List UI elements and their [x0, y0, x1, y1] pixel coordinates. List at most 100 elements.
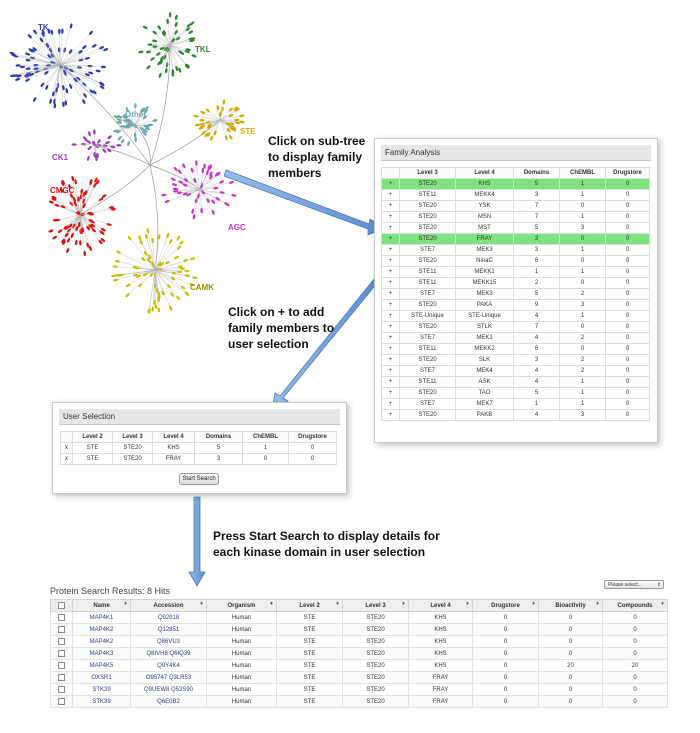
kinase-leaf[interactable] — [86, 155, 90, 162]
kinase-leaf[interactable] — [106, 223, 112, 227]
kinase-leaf[interactable] — [71, 176, 75, 182]
kinase-leaf[interactable] — [25, 78, 31, 83]
kinase-leaf[interactable] — [205, 108, 210, 113]
kinase-leaf[interactable] — [224, 135, 228, 141]
kinase-leaf[interactable] — [93, 182, 98, 188]
kinase-leaf[interactable] — [143, 124, 149, 128]
kinase-leaf[interactable] — [105, 141, 111, 145]
kinase-leaf[interactable] — [92, 90, 97, 95]
kinase-leaf[interactable] — [97, 139, 102, 145]
add-to-selection-button[interactable]: + — [381, 222, 400, 234]
kinase-leaf[interactable] — [182, 163, 186, 169]
add-to-selection-button[interactable]: + — [381, 178, 400, 190]
kinase-leaf[interactable] — [93, 129, 96, 135]
kinase-leaf[interactable] — [91, 228, 96, 233]
kinase-leaf[interactable] — [157, 25, 162, 31]
kinase-leaf[interactable] — [47, 28, 51, 34]
kinase-leaf[interactable] — [206, 198, 211, 204]
kinase-leaf[interactable] — [147, 43, 153, 46]
subtree-other[interactable] — [113, 103, 158, 147]
kinase-leaf[interactable] — [75, 211, 81, 216]
kinase-leaf[interactable] — [234, 118, 240, 122]
kinase-leaf[interactable] — [211, 199, 216, 205]
kinase-leaf[interactable] — [87, 145, 92, 150]
kinase-leaf[interactable] — [57, 229, 63, 234]
kinase-leaf[interactable] — [52, 218, 59, 222]
kinase-leaf[interactable] — [184, 63, 190, 69]
kinase-leaf[interactable] — [201, 130, 206, 136]
kinase-leaf[interactable] — [82, 99, 87, 105]
add-to-selection-button[interactable]: + — [381, 332, 400, 344]
subtree-ck1[interactable] — [71, 129, 122, 162]
kinase-leaf[interactable] — [82, 203, 86, 209]
kinase-leaf[interactable] — [39, 37, 44, 43]
kinase-leaf[interactable] — [84, 73, 91, 77]
kinase-leaf[interactable] — [44, 70, 50, 75]
kinase-leaf[interactable] — [114, 259, 121, 263]
kinase-leaf[interactable] — [79, 240, 82, 246]
kinase-leaf[interactable] — [125, 107, 129, 113]
add-to-selection-button[interactable]: + — [381, 398, 400, 410]
remove-selection-button[interactable]: x — [60, 442, 73, 454]
kinase-leaf[interactable] — [62, 85, 65, 91]
accession-link[interactable]: Q9Y4K4 — [130, 659, 207, 672]
kinase-leaf[interactable] — [102, 148, 107, 153]
kinase-leaf[interactable] — [125, 124, 131, 127]
kinase-leaf[interactable] — [139, 239, 143, 245]
kinase-leaf[interactable] — [186, 23, 191, 28]
kinase-leaf[interactable] — [149, 272, 154, 278]
kinase-leaf[interactable] — [183, 178, 189, 183]
kinase-leaf[interactable] — [90, 223, 96, 228]
kinase-leaf[interactable] — [153, 299, 156, 305]
kinase-leaf[interactable] — [171, 69, 175, 75]
kinase-leaf[interactable] — [123, 113, 128, 119]
results-header-cell[interactable]: Accession ♦ — [130, 599, 207, 612]
kinase-leaf[interactable] — [51, 197, 57, 201]
kinase-leaf[interactable] — [142, 25, 148, 30]
kinase-leaf[interactable] — [47, 54, 52, 59]
kinase-leaf[interactable] — [127, 235, 132, 241]
kinase-leaf[interactable] — [141, 130, 147, 135]
kinase-leaf[interactable] — [78, 49, 84, 54]
protein-name-link[interactable]: MAP4K2 — [72, 623, 131, 636]
kinase-leaf[interactable] — [177, 191, 183, 195]
kinase-leaf[interactable] — [19, 65, 26, 69]
kinase-leaf[interactable] — [116, 144, 122, 147]
kinase-leaf[interactable] — [222, 99, 226, 105]
kinase-leaf[interactable] — [81, 227, 84, 233]
kinase-leaf[interactable] — [155, 52, 161, 57]
kinase-leaf[interactable] — [75, 226, 79, 232]
kinase-leaf[interactable] — [191, 208, 195, 215]
kinase-leaf[interactable] — [99, 85, 105, 90]
add-to-selection-button[interactable]: + — [381, 343, 400, 355]
kinase-leaf[interactable] — [211, 209, 215, 215]
kinase-leaf[interactable] — [69, 23, 73, 29]
kinase-leaf[interactable] — [173, 190, 179, 193]
kinase-leaf[interactable] — [142, 272, 148, 277]
add-to-selection-button[interactable]: + — [381, 277, 400, 289]
row-checkbox[interactable] — [58, 613, 65, 621]
kinase-leaf[interactable] — [147, 308, 151, 314]
kinase-leaf[interactable] — [231, 194, 237, 197]
kinase-leaf[interactable] — [239, 120, 245, 124]
kinase-leaf[interactable] — [53, 103, 57, 109]
add-to-selection-button[interactable]: + — [381, 310, 400, 322]
kinase-leaf[interactable] — [176, 295, 181, 301]
kinase-leaf[interactable] — [83, 250, 86, 257]
protein-name-link[interactable]: STK39 — [72, 683, 131, 696]
results-header-cell[interactable]: Drugstore ♦ — [472, 599, 539, 612]
kinase-leaf[interactable] — [69, 201, 74, 206]
results-header-cell[interactable]: Name ♦ — [72, 599, 131, 612]
kinase-leaf[interactable] — [170, 292, 175, 298]
kinase-leaf[interactable] — [65, 88, 69, 94]
kinase-leaf[interactable] — [61, 240, 66, 246]
kinase-leaf[interactable] — [205, 170, 209, 176]
kinase-leaf[interactable] — [92, 140, 96, 147]
kinase-leaf[interactable] — [146, 228, 150, 234]
kinase-leaf[interactable] — [192, 276, 198, 279]
kinase-leaf[interactable] — [110, 145, 116, 149]
kinase-leaf[interactable] — [159, 56, 164, 62]
kinase-leaf[interactable] — [209, 171, 213, 177]
kinase-leaf[interactable] — [152, 45, 158, 48]
accession-link[interactable]: O95747 Q3LR53 — [130, 671, 207, 684]
